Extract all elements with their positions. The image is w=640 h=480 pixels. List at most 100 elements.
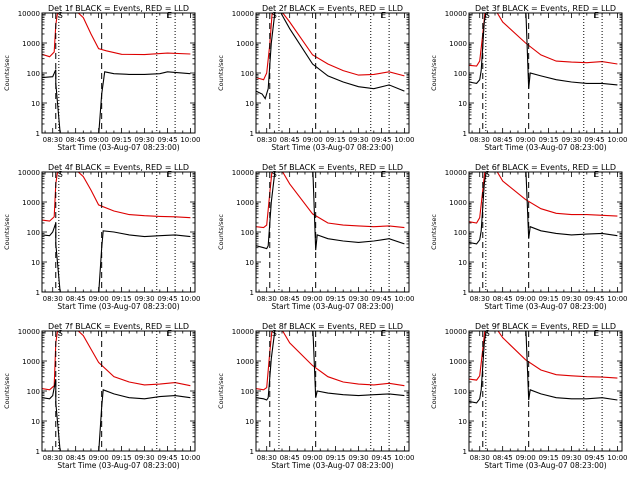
x-tick-label: 09:45	[157, 295, 177, 303]
end-mark: E	[167, 329, 172, 338]
x-tick-label: 08:45	[493, 454, 513, 462]
series-lld	[256, 13, 405, 81]
x-axis-label: Start Time (03-Aug-07 08:23:00)	[484, 143, 606, 152]
x-tick-label: 09:15	[111, 295, 131, 303]
panel-title: Det 7f BLACK = Events, RED = LLD	[48, 322, 189, 331]
x-tick-label: 09:45	[584, 295, 604, 303]
series-events	[256, 331, 405, 401]
y-tick-label: 10000	[445, 169, 467, 177]
x-tick-label: 08:30	[470, 136, 490, 144]
plot-area	[256, 331, 405, 401]
y-axis-label: Counts/sec	[430, 373, 438, 409]
x-tick-label: 09:30	[348, 454, 368, 462]
series-lld	[256, 331, 405, 391]
x-tick-label: 08:45	[66, 136, 86, 144]
panel-7: SE11010010001000008:3008:4509:0009:1509:…	[3, 322, 201, 470]
x-tick-label: 09:15	[111, 136, 131, 144]
end-mark: E	[381, 329, 386, 338]
y-tick-label: 100	[454, 229, 467, 237]
y-tick-label: 1	[463, 448, 467, 456]
panel-4: SE11010010001000008:3008:4509:0009:1509:…	[3, 163, 201, 311]
x-tick-label: 10:00	[180, 454, 200, 462]
x-tick-label: 09:45	[371, 454, 391, 462]
panel-9: SE11010010001000008:3008:4509:0009:1509:…	[430, 322, 628, 470]
y-tick-label: 10000	[18, 169, 40, 177]
x-tick-label: 09:30	[561, 136, 581, 144]
y-tick-label: 10	[245, 418, 254, 426]
panel-title: Det 1f BLACK = Events, RED = LLD	[48, 4, 189, 13]
x-tick-label: 09:45	[157, 454, 177, 462]
x-tick-label: 10:00	[607, 295, 627, 303]
y-tick-label: 10000	[232, 10, 254, 18]
x-tick-label: 09:15	[538, 454, 558, 462]
y-tick-label: 10	[245, 100, 254, 108]
y-tick-label: 1	[36, 130, 40, 138]
plot-frame	[41, 12, 196, 134]
x-tick-label: 08:45	[66, 295, 86, 303]
series-lld	[42, 331, 191, 391]
x-tick-label: 08:30	[43, 136, 63, 144]
y-tick-label: 100	[454, 70, 467, 78]
plot-frame	[41, 171, 196, 293]
x-axis-label: Start Time (03-Aug-07 08:23:00)	[484, 302, 606, 311]
end-mark: E	[381, 11, 386, 20]
series-events	[42, 69, 191, 133]
end-mark: E	[167, 170, 172, 179]
end-mark: E	[594, 170, 599, 179]
x-tick-label: 08:30	[257, 136, 277, 144]
x-tick-label: 09:45	[584, 136, 604, 144]
end-mark: E	[167, 11, 172, 20]
panel-title: Det 6f BLACK = Events, RED = LLD	[475, 163, 616, 172]
x-tick-label: 09:00	[516, 295, 536, 303]
y-tick-label: 1000	[22, 40, 40, 48]
x-tick-label: 09:45	[584, 454, 604, 462]
x-tick-label: 10:00	[394, 295, 414, 303]
y-tick-label: 10	[245, 259, 254, 267]
y-tick-label: 1000	[449, 40, 467, 48]
x-axis-label: Start Time (03-Aug-07 08:23:00)	[271, 461, 393, 470]
y-tick-label: 10	[31, 418, 40, 426]
y-tick-label: 10000	[445, 328, 467, 336]
x-tick-label: 08:45	[280, 295, 300, 303]
panel-5: SE11010010001000008:3008:4509:0009:1509:…	[217, 163, 415, 311]
x-axis-label: Start Time (03-Aug-07 08:23:00)	[57, 461, 179, 470]
series-events	[42, 378, 191, 451]
y-tick-label: 1	[463, 289, 467, 297]
x-axis-label: Start Time (03-Aug-07 08:23:00)	[271, 143, 393, 152]
x-tick-label: 08:30	[470, 454, 490, 462]
x-tick-label: 09:30	[134, 136, 154, 144]
y-tick-label: 10000	[232, 328, 254, 336]
x-axis-label: Start Time (03-Aug-07 08:23:00)	[271, 302, 393, 311]
y-axis-label: Counts/sec	[3, 55, 11, 91]
x-tick-label: 09:15	[325, 454, 345, 462]
y-axis-label: Counts/sec	[430, 214, 438, 250]
x-tick-label: 09:45	[371, 295, 391, 303]
y-tick-label: 1	[250, 289, 254, 297]
y-axis-label: Counts/sec	[217, 55, 225, 91]
x-tick-label: 08:45	[493, 136, 513, 144]
x-tick-label: 10:00	[394, 136, 414, 144]
y-tick-label: 10	[458, 418, 467, 426]
x-tick-label: 09:00	[303, 295, 323, 303]
panel-title: Det 5f BLACK = Events, RED = LLD	[262, 163, 403, 172]
y-axis-label: Counts/sec	[430, 55, 438, 91]
x-tick-label: 09:30	[348, 295, 368, 303]
x-axis-label: Start Time (03-Aug-07 08:23:00)	[57, 143, 179, 152]
x-tick-label: 09:00	[303, 136, 323, 144]
y-tick-label: 10000	[18, 10, 40, 18]
series-lld	[42, 172, 191, 222]
x-tick-label: 09:00	[516, 454, 536, 462]
x-tick-label: 08:30	[43, 295, 63, 303]
end-mark: E	[594, 11, 599, 20]
y-tick-label: 1000	[449, 199, 467, 207]
x-tick-label: 09:45	[371, 136, 391, 144]
x-tick-label: 09:15	[538, 295, 558, 303]
y-tick-label: 100	[241, 229, 254, 237]
y-tick-label: 10	[31, 259, 40, 267]
plot-frame	[468, 12, 623, 134]
plot-frame	[468, 330, 623, 452]
y-tick-label: 10000	[18, 328, 40, 336]
y-tick-label: 10000	[232, 169, 254, 177]
end-mark: E	[594, 329, 599, 338]
y-tick-label: 1	[36, 289, 40, 297]
